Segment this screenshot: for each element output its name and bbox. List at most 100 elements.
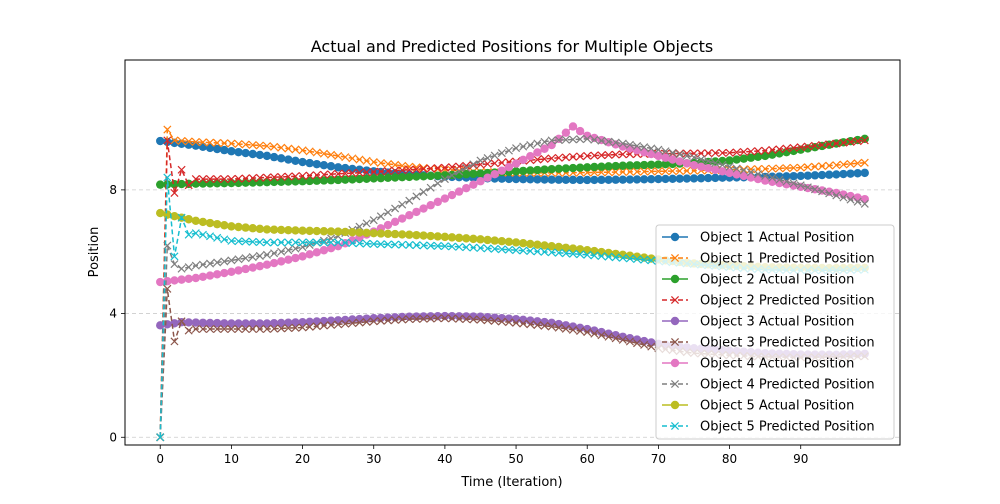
data-point-marker (625, 161, 635, 170)
data-point-marker (220, 325, 229, 334)
data-point-marker (661, 167, 670, 176)
chart-title: Actual and Predicted Positions for Multi… (311, 37, 713, 56)
data-point-marker (163, 173, 172, 182)
data-point-marker (398, 240, 407, 249)
data-point-marker (775, 164, 784, 173)
data-point-marker (462, 183, 471, 193)
data-point-marker (618, 253, 627, 262)
data-point-marker (291, 323, 300, 332)
data-point-marker (775, 172, 784, 181)
data-point-marker (248, 224, 257, 233)
data-point-marker (647, 167, 656, 176)
data-point-marker (818, 187, 827, 196)
data-point-marker (490, 159, 499, 168)
data-point-marker (590, 326, 599, 335)
x-tick-label: 70 (651, 452, 666, 466)
data-point-marker (426, 164, 435, 173)
data-point-marker (670, 316, 680, 326)
data-point-marker (241, 237, 250, 246)
data-point-marker (746, 153, 756, 162)
data-point-marker (753, 170, 763, 179)
legend: Object 1 Actual Position Object 1 Predict… (655, 224, 895, 440)
data-point-marker (298, 157, 307, 167)
data-point-marker (298, 318, 307, 327)
data-point-marker (711, 158, 720, 168)
data-point-marker (277, 238, 286, 247)
data-point-marker (575, 323, 585, 332)
data-point-marker (512, 144, 521, 153)
data-point-marker (184, 181, 193, 190)
data-point-marker (255, 251, 264, 260)
data-point-marker (191, 318, 201, 327)
data-point-marker (198, 175, 207, 184)
data-point-marker (397, 214, 407, 223)
data-point-marker (497, 166, 507, 175)
data-point-marker (796, 171, 805, 181)
data-point-marker (454, 233, 464, 243)
data-point-marker (670, 274, 680, 284)
data-point-marker (732, 155, 741, 164)
data-point-marker (817, 186, 827, 195)
legend-item: Object 4 Predicted Position (662, 378, 875, 393)
data-point-marker (262, 325, 272, 334)
data-point-marker (376, 229, 386, 238)
data-point-marker (604, 137, 613, 146)
data-point-marker (326, 244, 336, 253)
data-point-marker (853, 159, 862, 168)
data-point-marker (312, 322, 321, 331)
data-point-marker (319, 161, 329, 170)
data-point-marker (191, 216, 201, 226)
data-point-marker (213, 138, 222, 147)
data-point-marker (625, 254, 634, 263)
data-point-marker (533, 155, 542, 164)
data-point-marker (625, 337, 634, 346)
data-point-marker (647, 160, 656, 169)
legend-label: Object 2 Predicted Position (700, 294, 875, 309)
data-point-marker (341, 169, 350, 178)
data-point-marker (376, 212, 385, 221)
data-point-marker (390, 217, 400, 226)
data-point-marker (825, 161, 834, 170)
data-point-marker (597, 252, 606, 261)
data-point-marker (568, 152, 578, 161)
data-point-marker (369, 317, 378, 326)
data-point-marker (156, 136, 165, 146)
data-point-marker (255, 173, 264, 182)
data-point-marker (462, 161, 471, 170)
data-point-marker (341, 238, 350, 247)
data-point-marker (476, 243, 485, 253)
data-point-marker (455, 167, 464, 176)
data-point-marker (647, 256, 656, 265)
data-point-marker (682, 166, 691, 175)
data-point-marker (668, 155, 677, 164)
data-point-marker (305, 322, 314, 331)
data-point-marker (704, 157, 713, 166)
data-point-marker (156, 208, 165, 218)
data-point-marker (832, 170, 841, 179)
data-point-marker (269, 319, 279, 328)
data-point-marker (305, 176, 314, 186)
data-point-marker (284, 172, 293, 181)
data-point-marker (334, 151, 343, 160)
data-point-marker (205, 271, 215, 280)
data-point-marker (433, 241, 442, 250)
data-point-marker (227, 325, 236, 334)
data-point-marker (497, 174, 507, 183)
data-point-marker (248, 149, 257, 159)
data-point-marker (248, 319, 257, 328)
data-point-marker (782, 144, 791, 153)
data-point-marker (262, 238, 272, 247)
data-point-marker (526, 239, 535, 249)
data-point-marker (568, 175, 578, 185)
series-line (159, 288, 865, 438)
data-point-marker (739, 166, 748, 175)
data-point-marker (533, 165, 542, 175)
data-point-marker (675, 174, 684, 183)
data-point-marker (697, 155, 706, 164)
data-point-marker (782, 172, 791, 181)
data-point-marker (284, 155, 293, 164)
data-point-marker (191, 325, 200, 334)
data-point-marker (184, 263, 193, 272)
data-point-marker (597, 175, 606, 185)
data-point-marker (497, 237, 507, 246)
